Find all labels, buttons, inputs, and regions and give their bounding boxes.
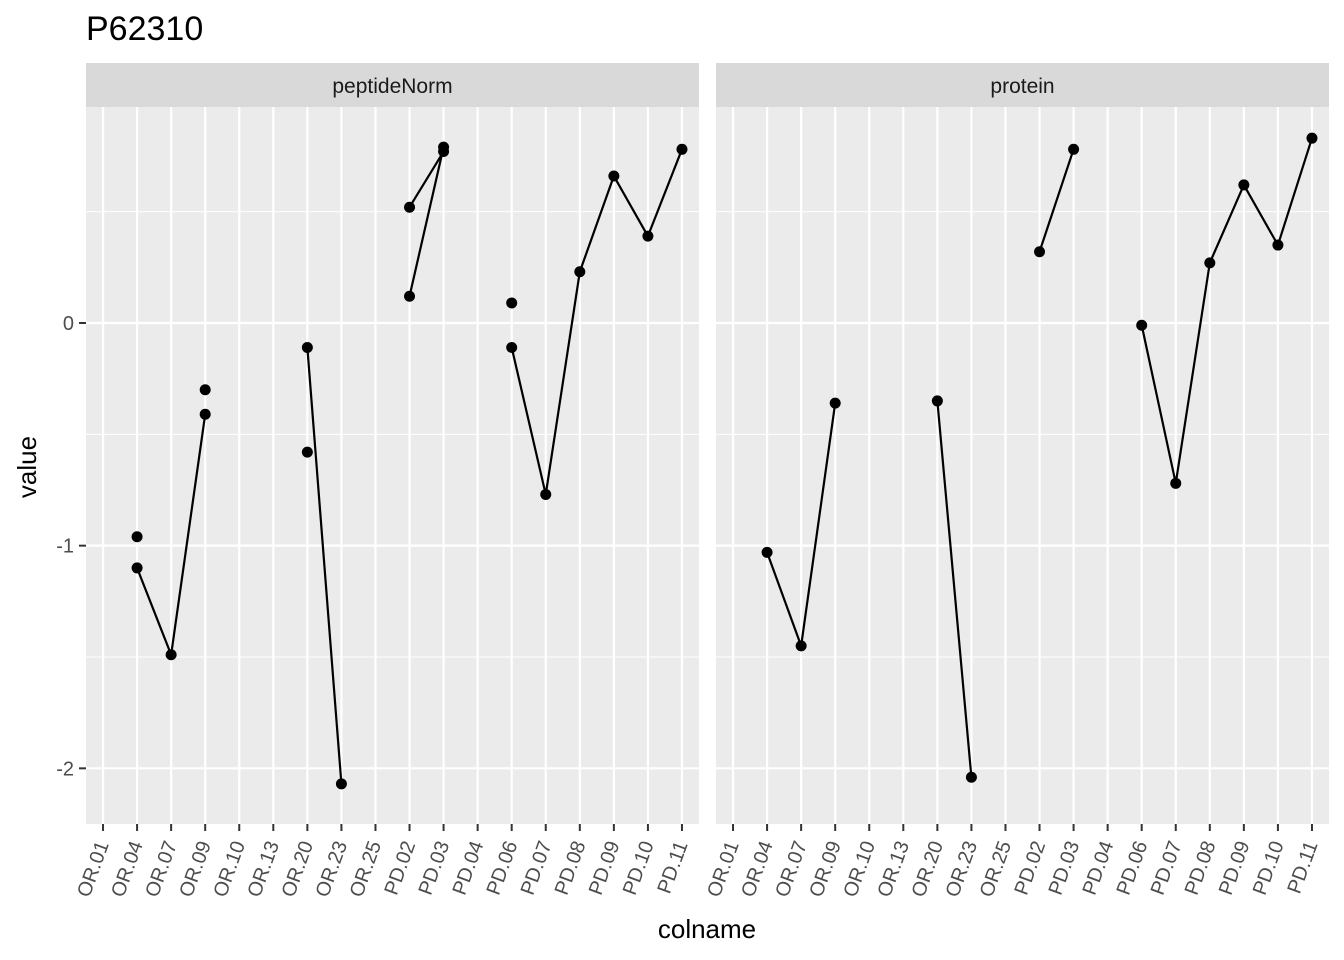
data-point	[1170, 477, 1182, 489]
x-axis-title: colname	[658, 914, 756, 944]
series-line-segment	[408, 150, 445, 208]
data-point	[404, 201, 416, 213]
series-1	[131, 146, 518, 543]
data-point	[795, 640, 807, 652]
data-point	[301, 446, 313, 458]
data-point	[540, 488, 552, 500]
series-line-segment	[1242, 184, 1279, 246]
data-point	[131, 531, 143, 543]
series-line-segment	[136, 567, 173, 656]
data-point	[1034, 246, 1046, 258]
series-0	[761, 132, 1318, 783]
data-point	[1136, 319, 1148, 331]
x-tick-label: PD.11	[1283, 838, 1322, 896]
data-point	[404, 290, 416, 302]
facet-strip-label: peptideNorm	[332, 75, 452, 98]
series-line-segment	[510, 347, 547, 495]
data-point	[438, 146, 450, 158]
data-point	[608, 170, 620, 182]
chart-title: P62310	[86, 10, 203, 48]
y-tick-label: 0	[63, 313, 74, 335]
data-point	[574, 266, 586, 278]
data-point	[199, 384, 211, 396]
data-point	[506, 297, 518, 309]
series-line-segment	[800, 402, 837, 647]
series-line-segment	[1140, 324, 1177, 484]
panel-background	[716, 107, 1329, 824]
series-line-segment	[408, 146, 445, 297]
series-line-segment	[170, 414, 207, 655]
x-tick-label: PD.11	[653, 838, 692, 896]
y-axis: -2 -1 0	[56, 313, 86, 780]
series-line-segment	[1174, 262, 1211, 484]
facet-strip	[86, 63, 699, 107]
facet-protein: proteinOR.01OR.04OR.07OR.09OR.10OR.13OR.…	[703, 63, 1329, 900]
y-tick-label: -1	[56, 536, 74, 558]
data-point	[931, 395, 943, 407]
data-point	[1204, 257, 1216, 269]
data-point	[1068, 143, 1080, 155]
series-line-segment	[578, 175, 615, 273]
facet-peptideNorm: peptideNormOR.01OR.04OR.07OR.09OR.10OR.1…	[73, 63, 699, 900]
facet-panels: peptideNormOR.01OR.04OR.07OR.09OR.10OR.1…	[73, 63, 1329, 900]
data-point	[506, 341, 518, 353]
series-line-segment	[766, 551, 803, 647]
series-line-segment	[306, 347, 343, 785]
facet-strip-label: protein	[990, 75, 1054, 98]
data-point	[1238, 179, 1250, 191]
data-point	[1306, 132, 1318, 144]
data-point	[165, 649, 177, 661]
data-point	[199, 408, 211, 420]
data-point	[965, 771, 977, 783]
data-point	[676, 143, 688, 155]
y-axis-title: value	[12, 436, 42, 498]
series-line-segment	[936, 400, 973, 778]
panel-background	[86, 107, 699, 824]
data-point	[829, 397, 841, 409]
series-line-segment	[612, 175, 649, 237]
data-point	[761, 546, 773, 558]
data-point	[301, 341, 313, 353]
y-tick-label: -2	[56, 758, 74, 780]
series-line-segment	[544, 271, 581, 495]
data-point	[335, 778, 347, 790]
series-line-segment	[1208, 184, 1245, 264]
series-line-segment	[1038, 148, 1075, 253]
facet-strip	[716, 63, 1329, 107]
data-point	[131, 562, 143, 574]
series-line-segment	[646, 148, 683, 237]
series-line-segment	[1276, 137, 1314, 246]
data-point	[1272, 239, 1284, 251]
data-point	[642, 230, 654, 242]
series-0	[131, 141, 688, 790]
